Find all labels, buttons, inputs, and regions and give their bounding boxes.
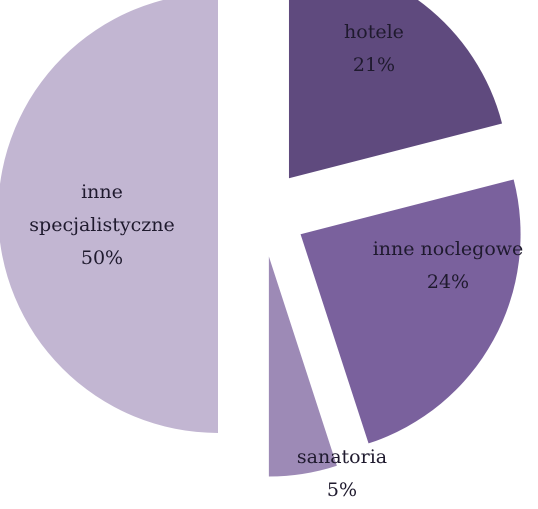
slice-value-label: 21% xyxy=(353,54,395,76)
slice-name-label: inne noclegowe xyxy=(373,238,524,260)
slice-value-label: 50% xyxy=(81,247,123,269)
slice-label-hotele: hotele 21% xyxy=(344,21,404,76)
slice-value-label: 24% xyxy=(427,271,469,293)
slice-label-inne-specjalistyczne: inne specjalistyczne 50% xyxy=(29,181,174,269)
pie-slices xyxy=(0,0,521,477)
slice-name-label: hotele xyxy=(344,21,404,43)
slice-label-inne-noclegowe: inne noclegowe 24% xyxy=(373,238,524,293)
slice-value-label: 5% xyxy=(327,479,357,501)
slice-label-sanatoria: sanatoria 5% xyxy=(297,446,387,501)
slice-name-label: specjalistyczne xyxy=(29,214,174,236)
pie-slice-hotele xyxy=(288,0,503,179)
slice-name-label: inne xyxy=(81,181,123,203)
slice-name-label: sanatoria xyxy=(297,446,387,468)
pie-labels: hotele 21% inne noclegowe 24% sanatoria 5% inn… xyxy=(29,21,523,501)
pie-slice-inne-noclegowe xyxy=(300,179,521,444)
pie-slice-sanatoria xyxy=(268,256,337,477)
pie-slice-inne-specjalistyczne xyxy=(0,0,218,433)
